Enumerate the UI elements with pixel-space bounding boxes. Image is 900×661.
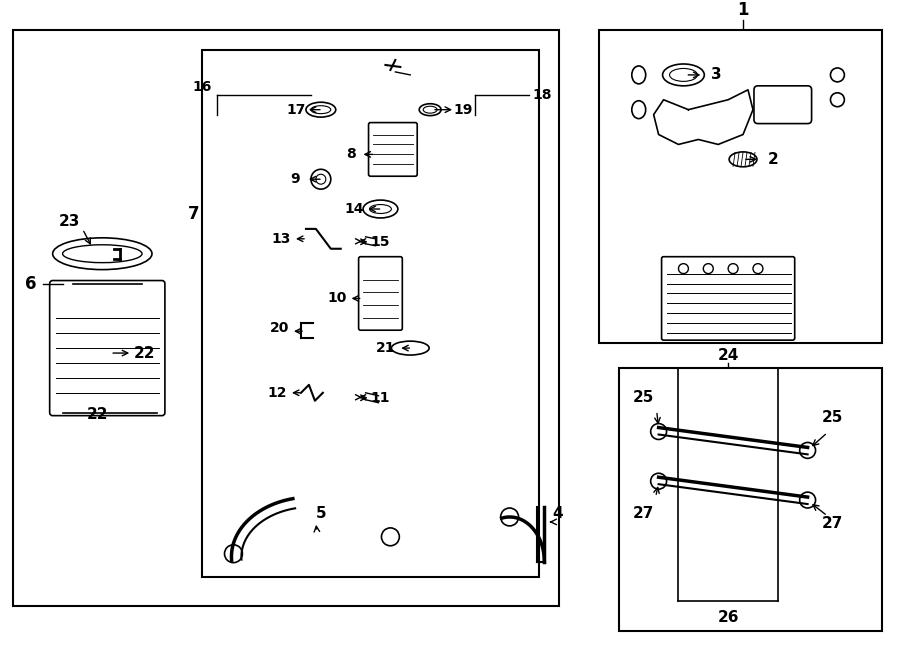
Text: 6: 6 [25,274,37,293]
Text: 21: 21 [375,341,395,355]
Text: 22: 22 [86,407,108,422]
Text: 16: 16 [192,80,211,94]
Circle shape [679,264,688,274]
Bar [599,30,882,343]
Text: 8: 8 [346,147,356,161]
Text: 11: 11 [371,391,391,405]
Text: 18: 18 [533,88,552,102]
Circle shape [316,175,326,184]
Text: 24: 24 [717,348,739,362]
Text: 25: 25 [633,390,654,405]
Bar [202,50,539,576]
Text: 23: 23 [58,214,80,229]
Text: 26: 26 [717,610,739,625]
Bar [13,30,559,606]
Text: 27: 27 [633,506,654,522]
Text: 25: 25 [822,410,843,425]
Text: 12: 12 [267,386,287,400]
Ellipse shape [423,106,437,113]
Text: 20: 20 [269,321,289,335]
Text: 7: 7 [188,205,200,223]
Text: 27: 27 [822,516,843,531]
Bar [619,368,882,631]
Ellipse shape [63,245,142,262]
Circle shape [728,264,738,274]
Text: 3: 3 [711,67,722,83]
Ellipse shape [310,106,331,114]
Text: 4: 4 [552,506,562,522]
Text: 13: 13 [272,232,291,246]
Text: 1: 1 [737,1,749,19]
Ellipse shape [370,204,392,214]
Text: 22: 22 [133,346,155,360]
Text: 19: 19 [454,102,473,117]
Circle shape [703,264,713,274]
Text: 10: 10 [327,292,346,305]
Text: 5: 5 [316,506,326,522]
Text: 9: 9 [290,173,300,186]
Text: 17: 17 [286,102,306,117]
Circle shape [753,264,763,274]
Text: 14: 14 [345,202,364,216]
Ellipse shape [670,69,698,81]
Text: 2: 2 [768,152,778,167]
Text: 15: 15 [371,235,391,249]
